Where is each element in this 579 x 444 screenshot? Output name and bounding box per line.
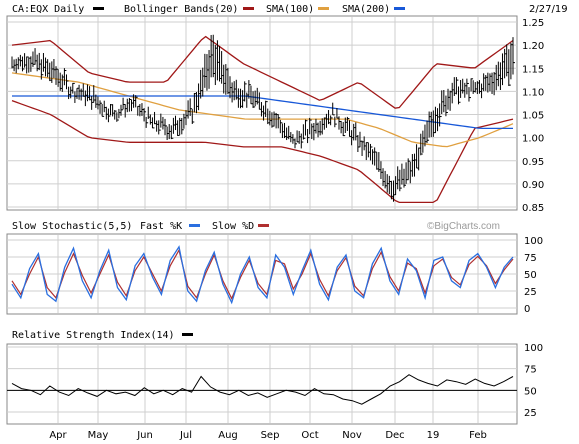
sma100-label: SMA(100) [266,4,314,15]
price-y-tick: 1.10 [522,87,544,98]
x-axis: Apr May Jun Jul Aug Sep Oct Nov Dec 19 Feb [49,430,487,441]
stochastic-y-tick: 0 [524,304,530,315]
rsi-series-line [11,374,514,405]
fast-k-swatch [189,224,200,227]
watermark: ©BigCharts.com [427,221,500,232]
rsi-y-tick: 75 [524,365,537,376]
bollinger-lower-line [11,99,514,204]
rsi-y-tick: 100 [524,343,543,354]
x-tick-label: Jul [179,430,192,441]
bollinger-bands [11,35,514,204]
stochastic-y-tick: 100 [524,236,543,247]
bollinger-label: Bollinger Bands(20) [124,4,238,15]
rsi-y-tick: 50 [524,386,537,397]
price-panel-frame [6,15,518,211]
price-legend: CA:EQX Daily Bollinger Bands(20) SMA(100… [12,4,568,15]
sma200-legend-swatch [394,7,405,10]
x-tick-label: Dec [385,430,404,441]
rsi-panel-frame [6,343,518,425]
fast-k-label: Fast %K [140,221,182,232]
price-y-tick: 1.25 [522,18,544,29]
stochastic-y-tick: 25 [524,287,537,298]
x-tick-label: May [88,430,109,441]
fast-k-line [11,245,514,305]
rsi-title: Relative Strength Index(14) [12,330,175,341]
price-bars [11,34,515,202]
chart-date: 2/27/19 [529,4,568,15]
stochastic-title: Slow Stochastic(5,5) [12,221,132,232]
x-tick-label: Oct [301,430,318,441]
x-tick-label: Feb [469,430,487,441]
x-tick-label: Sep [261,430,280,441]
bollinger-legend-swatch [243,7,254,10]
price-y-tick: 0.95 [522,157,544,168]
rsi-line [11,374,514,405]
x-tick-label: Nov [342,430,362,441]
x-tick-label: Aug [218,430,238,441]
x-tick-label: 19 [427,430,440,441]
rsi-swatch [182,333,193,336]
symbol-label: CA:EQX Daily [12,4,84,15]
rsi-gridlines [7,345,517,423]
x-tick-label: Apr [49,430,67,441]
slow-d-label: Slow %D [212,221,254,232]
sma200-label: SMA(200) [342,4,390,15]
price-y-tick: 1.15 [522,64,544,75]
price-y-tick: 0.85 [522,203,544,214]
price-y-tick: 0.90 [522,180,544,191]
price-legend-swatch [93,7,104,10]
stochastic-y-tick: 50 [524,270,537,281]
price-y-axis: 1.25 1.20 1.15 1.10 1.05 1.00 0.95 0.90 0.85 [522,18,544,214]
price-y-tick: 1.20 [522,41,544,52]
sma100-line [11,72,514,148]
sma100-legend-swatch [318,7,329,10]
x-tick-label: Jun [136,430,153,441]
price-y-tick: 1.00 [522,134,544,145]
rsi-y-tick: 25 [524,408,537,419]
stochastic-y-tick: 75 [524,253,537,264]
slow-d-swatch [258,224,269,227]
rsi-y-axis: 100 75 50 25 [524,343,543,419]
stochastic-lines [11,245,514,305]
bollinger-upper-line [11,35,514,109]
stochastic-y-axis: 100 75 50 25 0 [524,236,543,315]
price-y-tick: 1.05 [522,111,544,122]
stochastic-gridlines [7,235,517,313]
